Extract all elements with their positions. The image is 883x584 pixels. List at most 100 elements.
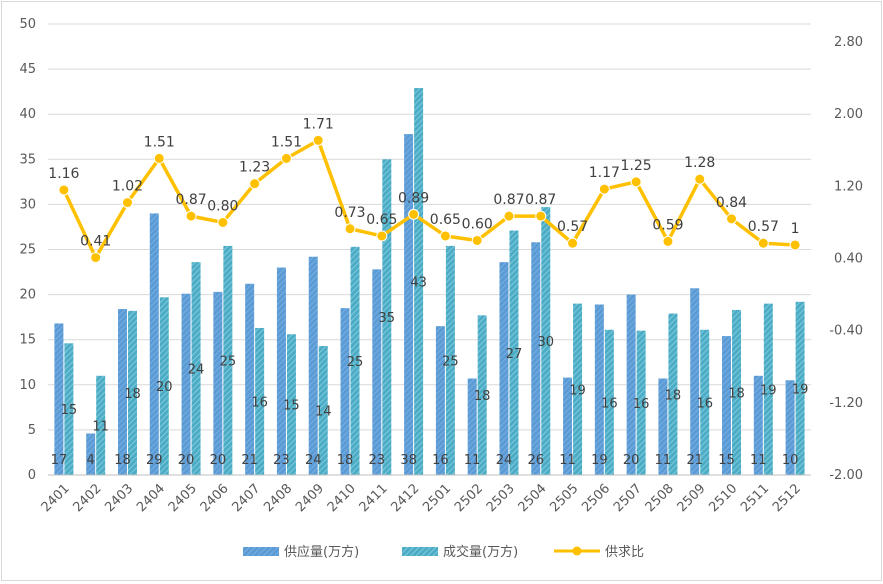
deal-bar <box>636 330 646 475</box>
ratio-value-label: 0.87 <box>493 192 524 208</box>
x-category-label: 2402 <box>71 481 105 515</box>
ratio-value-label: 1 <box>791 221 800 237</box>
deal-value-label: 16 <box>696 396 713 411</box>
deal-bar <box>700 329 710 475</box>
x-category-label: 2407 <box>229 481 263 515</box>
ratio-value-label: 0.60 <box>462 216 493 232</box>
ratio-value-label: 1.17 <box>589 165 620 181</box>
legend-swatch-ratio-marker <box>572 546 582 556</box>
supply-value-label: 24 <box>496 453 513 468</box>
ratio-point <box>694 173 706 185</box>
deal-bar <box>96 375 106 475</box>
gridlines <box>48 23 811 431</box>
deal-value-label: 16 <box>251 395 268 410</box>
supply-value-label: 18 <box>114 453 131 468</box>
supply-value-label: 29 <box>146 453 163 468</box>
deal-bar <box>604 329 614 475</box>
supply-bar <box>753 375 763 475</box>
ratio-point <box>408 208 420 220</box>
deal-value-label: 15 <box>61 403 78 418</box>
deal-bar <box>64 343 74 475</box>
ratio-point <box>789 239 801 251</box>
x-category-label: 2506 <box>579 481 613 515</box>
ratio-value-label: 0.73 <box>334 205 365 221</box>
ratio-value-label: 1.51 <box>144 134 175 150</box>
y-left-tick-label: 20 <box>19 288 36 303</box>
deal-value-label: 19 <box>760 383 777 398</box>
supply-value-label: 20 <box>210 453 227 468</box>
deal-bar <box>159 297 169 475</box>
supply-bar <box>308 256 318 475</box>
supply-value-label: 21 <box>686 453 703 468</box>
ratio-value-label: 0.57 <box>557 219 588 235</box>
deal-value-label: 24 <box>188 363 205 378</box>
supply-bar <box>340 308 350 475</box>
x-category-label: 2509 <box>675 481 709 515</box>
supply-bar <box>722 336 732 475</box>
deal-value-label: 19 <box>792 382 809 397</box>
y-right-tick-label: -0.40 <box>829 324 863 339</box>
y-left-tick-label: 15 <box>19 333 36 348</box>
supply-bar <box>372 269 382 475</box>
supply-bar <box>563 377 573 475</box>
deal-bar <box>318 346 328 475</box>
supply-bar <box>276 267 286 475</box>
supply-value-label: 11 <box>750 453 767 468</box>
supply-value-label: 20 <box>623 453 640 468</box>
legend[interactable]: 供应量(万方) 成交量(万方) 供求比 <box>243 544 644 560</box>
ratio-point <box>630 176 642 188</box>
supply-value-label: 15 <box>718 453 735 468</box>
supply-value-label: 11 <box>655 453 672 468</box>
ratio-value-label: 1.51 <box>271 134 302 150</box>
ratio-value-label: 1.71 <box>303 116 334 132</box>
deal-bar <box>732 309 742 475</box>
supply-value-label: 24 <box>305 453 322 468</box>
ratio-value-label: 1.25 <box>621 158 652 174</box>
ratio-point <box>757 237 769 249</box>
deal-bar <box>382 159 392 476</box>
x-category-label: 2406 <box>198 481 232 515</box>
y-left-tick-label: 25 <box>19 243 36 258</box>
deal-value-label: 25 <box>220 354 237 369</box>
deal-value-label: 20 <box>156 380 173 395</box>
ratio-point <box>598 183 610 195</box>
ratio-value-label: 1.02 <box>112 179 143 195</box>
y-left-tick-label: 5 <box>28 423 36 438</box>
supply-value-label: 23 <box>369 453 386 468</box>
x-category-label: 2508 <box>643 481 677 515</box>
ratio-value-label: 0.87 <box>525 192 556 208</box>
deal-bar <box>445 245 455 475</box>
supply-bar <box>404 134 414 475</box>
supply-value-label: 11 <box>559 453 576 468</box>
deal-bar <box>350 246 360 475</box>
deal-value-label: 18 <box>665 388 682 403</box>
deal-value-label: 16 <box>601 396 618 411</box>
ratio-value-label: 0.59 <box>652 217 683 233</box>
ratio-point <box>185 210 197 222</box>
ratio-point <box>344 223 356 235</box>
deal-value-label: 16 <box>633 397 650 412</box>
x-category-label: 2401 <box>39 481 73 515</box>
deal-value-label: 25 <box>347 355 364 370</box>
x-category-label: 2512 <box>770 481 804 515</box>
supply-value-label: 19 <box>591 453 608 468</box>
ratio-value-label: 1.16 <box>48 166 79 182</box>
y-left-tick-label: 35 <box>19 152 36 167</box>
ratio-point <box>312 134 324 146</box>
supply-bar <box>690 288 700 475</box>
deal-value-label: 14 <box>315 405 332 420</box>
y-left-tick-label: 30 <box>19 197 36 212</box>
supply-bar <box>149 213 159 476</box>
deal-bar <box>223 245 233 475</box>
deal-bar <box>191 262 201 475</box>
supply-bar <box>626 294 636 475</box>
deal-bar <box>509 230 519 475</box>
deal-value-label: 25 <box>442 354 459 369</box>
ratio-value-label: 1.23 <box>239 160 270 176</box>
supply-bar <box>213 291 223 475</box>
x-category-label: 2501 <box>420 481 454 515</box>
supply-value-label: 20 <box>178 453 195 468</box>
supply-bar <box>245 283 255 475</box>
